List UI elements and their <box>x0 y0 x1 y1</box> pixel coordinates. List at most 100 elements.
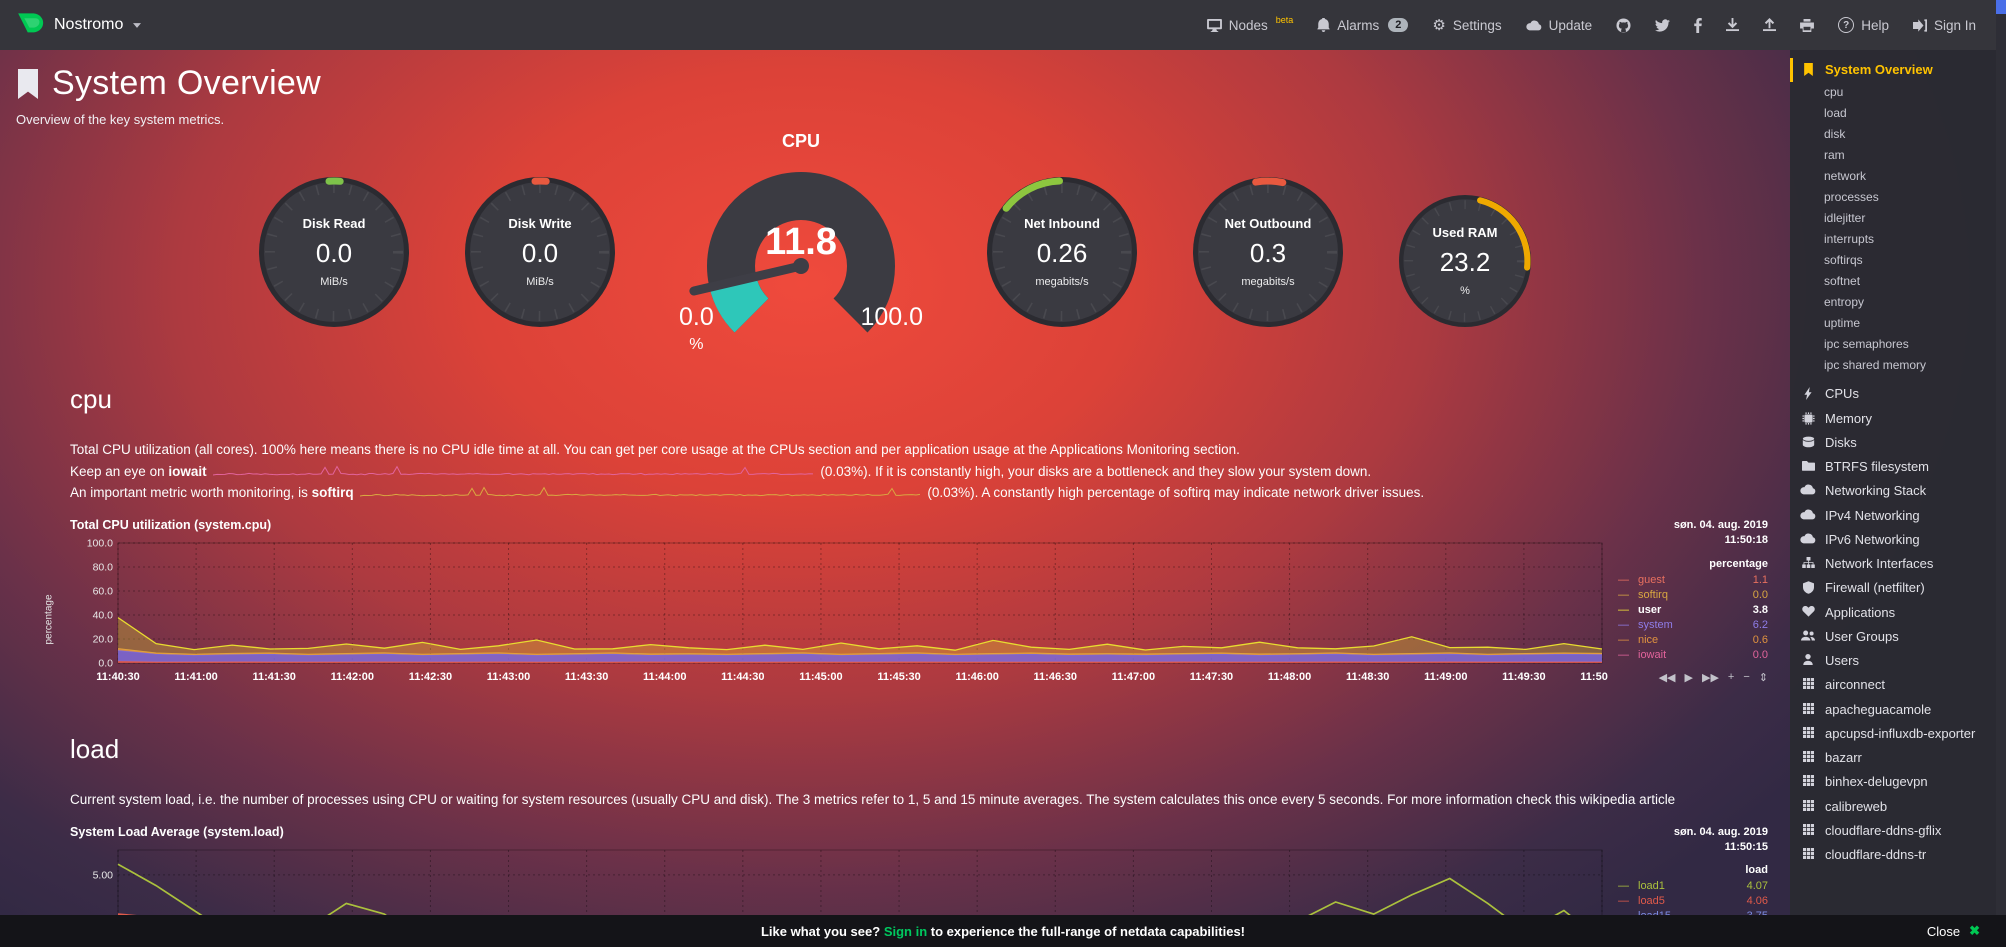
zoom-out-icon[interactable]: − <box>1743 670 1750 683</box>
cpu-chart-plot[interactable]: 0.0 20.0 40.0 60.0 80.0 100.0 11:40:30 11:41:00… <box>70 535 1624 692</box>
gauge-disk-read[interactable]: Disk Read 0.0 MiB/s <box>259 177 409 327</box>
sidebar-item-cloudflare-ddns-tr[interactable]: cloudflare-ddns-tr <box>1790 843 1996 867</box>
sidebar-item-memory[interactable]: Memory <box>1790 407 1996 431</box>
cloud-icon <box>1800 509 1816 520</box>
scrollbar[interactable] <box>1996 0 2006 947</box>
sidebar-item-binhex-delugevpn[interactable]: binhex-delugevpn <box>1790 770 1996 794</box>
sidebar-item-users[interactable]: Users <box>1790 649 1996 673</box>
sidebar-item-ipv6-networking[interactable]: IPv6 Networking <box>1790 528 1996 552</box>
sidebar-item-system-overview[interactable]: System Overview <box>1790 58 1996 83</box>
cpu-section-description: Total CPU utilization (all cores). 100% … <box>70 439 1768 504</box>
iowait-sparkline[interactable] <box>212 462 813 485</box>
sidebar-item-applications[interactable]: Applications <box>1790 601 1996 625</box>
legend-row-softirq[interactable]: — softirq 0.0 <box>1618 589 1768 601</box>
topnav-upload[interactable] <box>1763 18 1777 32</box>
sidebar-item-network[interactable]: network <box>1790 166 1996 187</box>
cpu-desc-line2: Keep an eye on iowait (0.03%). If it is … <box>70 461 1768 483</box>
gauge-net-outbound[interactable]: Net Outbound 0.3 megabits/s <box>1193 177 1343 327</box>
topnav-nodes[interactable]: Nodes beta <box>1206 15 1293 33</box>
sidebar-item-ipc-shared-memory[interactable]: ipc shared memory <box>1790 355 1996 376</box>
sidebar-item-airconnect[interactable]: airconnect <box>1790 673 1996 697</box>
sidebar-item-ipv4-networking[interactable]: IPv4 Networking <box>1790 504 1996 528</box>
cpu-chart[interactable]: Total CPU utilization (system.cpu) perce… <box>44 518 1768 692</box>
topnav-signin[interactable]: Sign In <box>1912 18 1976 33</box>
zoom-in-icon[interactable]: + <box>1727 670 1735 683</box>
sidebar-item-user-groups[interactable]: User Groups <box>1790 625 1996 649</box>
legend-row-guest[interactable]: — guest 1.1 <box>1618 574 1768 586</box>
sidebar-item-apcupsd-influxdb-exporter[interactable]: apcupsd-influxdb-exporter <box>1790 722 1996 746</box>
sidebar-item-load[interactable]: load <box>1790 103 1996 124</box>
footer-signin-link[interactable]: Sign in <box>883 923 928 939</box>
topnav-github[interactable] <box>1616 17 1631 33</box>
main-content: System Overview Overview of the key syst… <box>0 50 1790 947</box>
svg-text:40.0: 40.0 <box>93 610 114 622</box>
sidebar-item-interrupts[interactable]: interrupts <box>1790 229 1996 250</box>
gauge-disk-write[interactable]: Disk Write 0.0 MiB/s <box>465 177 615 327</box>
topnav-twitter[interactable] <box>1655 18 1671 32</box>
scrollbar-thumb[interactable] <box>1996 0 2006 14</box>
help-icon: ? <box>1838 17 1855 33</box>
sidebar-item-label: idlejitter <box>1824 211 1866 226</box>
sidebar-item-cloudflare-ddns-gflix[interactable]: cloudflare-ddns-gflix <box>1790 819 1996 843</box>
legend-swatch: — <box>1618 573 1629 586</box>
sidebar-item-entropy[interactable]: entropy <box>1790 292 1996 313</box>
play-icon[interactable]: ▶ <box>1684 671 1693 684</box>
topnav-update-label: Update <box>1548 17 1593 33</box>
cpu-gauge[interactable]: CPU 11.8 0.0 % 100.0 <box>671 131 931 354</box>
users-icon <box>1800 630 1816 641</box>
sidebar-item-disks[interactable]: Disks <box>1790 431 1996 455</box>
sidebar-item-networking-stack[interactable]: Networking Stack <box>1790 479 1996 503</box>
sidebar-item-ipc-semaphores[interactable]: ipc semaphores <box>1790 334 1996 355</box>
topbar: Nostromo Nodes beta Alarms 2 ⚙ Settings Update… <box>0 0 2006 50</box>
pan-backward-icon[interactable]: ◀◀ <box>1658 671 1676 684</box>
topnav-download[interactable] <box>1726 18 1740 32</box>
topnav-help[interactable]: ? Help <box>1838 17 1889 33</box>
sidebar-item-ram[interactable]: ram <box>1790 145 1996 166</box>
topnav-settings[interactable]: ⚙ Settings <box>1432 18 1501 33</box>
legend-row-load5[interactable]: — load5 4.06 <box>1618 895 1768 907</box>
topnav-update[interactable]: Update <box>1526 17 1593 33</box>
topnav-print[interactable] <box>1800 18 1815 32</box>
upload-icon <box>1763 18 1777 32</box>
sidebar-item-label: calibreweb <box>1825 798 1888 814</box>
sidebar-item-idlejitter[interactable]: idlejitter <box>1790 208 1996 229</box>
sidebar-item-softirqs[interactable]: softirqs <box>1790 250 1996 271</box>
sidebar-item-uptime[interactable]: uptime <box>1790 313 1996 334</box>
topnav-alarms[interactable]: Alarms 2 <box>1317 18 1409 33</box>
gauge-title: Net Inbound <box>1024 216 1100 231</box>
sidebar-item-cpu[interactable]: cpu <box>1790 82 1996 103</box>
sidebar-item-firewall-netfilter[interactable]: Firewall (netfilter) <box>1790 576 1996 600</box>
gauge-disk-write-text: Disk Write 0.0 MiB/s <box>465 177 615 327</box>
legend-row-user[interactable]: — user 3.8 <box>1618 604 1768 616</box>
sidebar-item-network-interfaces[interactable]: Network Interfaces <box>1790 552 1996 576</box>
cpu-section-heading: cpu <box>70 384 112 414</box>
node-selector[interactable]: Nostromo <box>16 9 142 42</box>
gauge-used-ram[interactable]: Used RAM 23.2% <box>1399 195 1531 327</box>
sidebar-item-cpus[interactable]: CPUs <box>1790 382 1996 406</box>
sidebar-item-btrfs-filesystem[interactable]: BTRFS filesystem <box>1790 455 1996 479</box>
legend-row-system[interactable]: — system 6.2 <box>1618 619 1768 631</box>
softirq-sparkline[interactable] <box>359 483 920 506</box>
sidebar-item-bazarr[interactable]: bazarr <box>1790 746 1996 770</box>
sidebar-item-calibreweb[interactable]: calibreweb <box>1790 795 1996 819</box>
sidebar-item-softnet[interactable]: softnet <box>1790 271 1996 292</box>
legend-row-iowait[interactable]: — iowait 0.0 <box>1618 649 1768 661</box>
svg-text:11:48:00: 11:48:00 <box>1268 671 1311 683</box>
footer-close-button[interactable]: Close ✖ <box>1927 923 1980 939</box>
legend-row-nice[interactable]: — nice 0.6 <box>1618 634 1768 646</box>
legend-row-load1[interactable]: — load1 4.07 <box>1618 880 1768 892</box>
sidebar-item-apacheguacamole[interactable]: apacheguacamole <box>1790 698 1996 722</box>
download-icon <box>1726 18 1740 32</box>
gauge-net-inbound[interactable]: Net Inbound 0.26 megabits/s <box>987 177 1137 327</box>
gauge-unit: MiB/s <box>526 276 554 288</box>
cpu-gauge-max: 100.0 <box>860 303 923 331</box>
pan-forward-icon[interactable]: ▶▶ <box>1701 671 1719 684</box>
sidebar-item-disk[interactable]: disk <box>1790 124 1996 145</box>
sidebar-item-label: Disks <box>1825 434 1857 450</box>
footer-banner: Like what you see? Sign in to experience… <box>0 915 2006 947</box>
resize-icon[interactable]: ⇕ <box>1758 671 1768 684</box>
topnav-facebook[interactable] <box>1694 17 1702 33</box>
svg-text:100.0: 100.0 <box>87 538 113 550</box>
sidebar-item-processes[interactable]: processes <box>1790 187 1996 208</box>
gauge-value: 0.0 <box>521 238 559 268</box>
